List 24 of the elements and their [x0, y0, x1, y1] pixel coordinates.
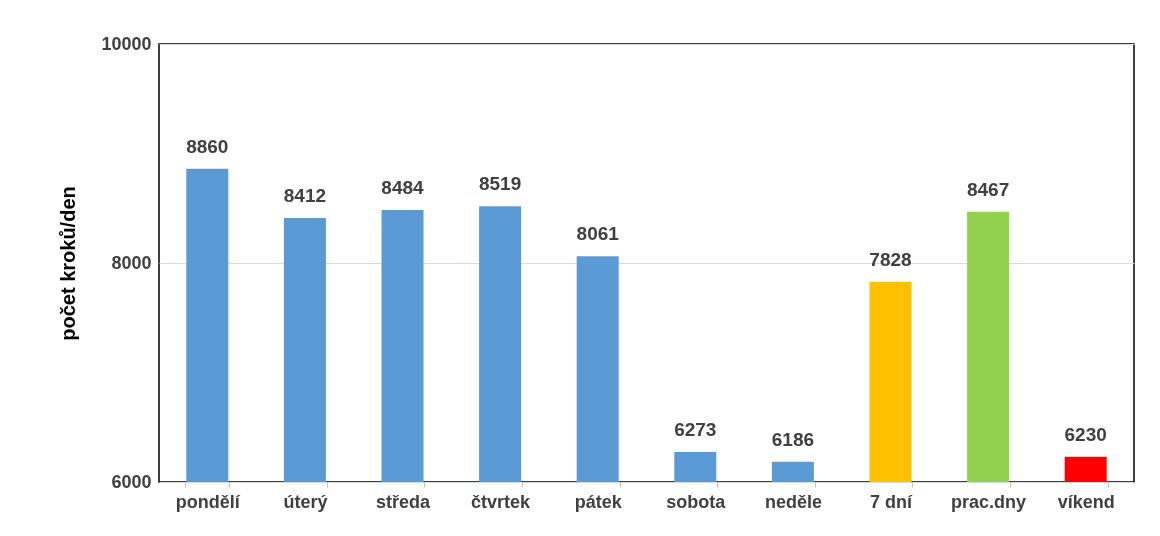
data-label: 6230 [1064, 423, 1107, 445]
y-tick-label: 8000 [111, 252, 152, 273]
x-tick-label: 7 dní [869, 491, 913, 512]
data-label: 8412 [283, 184, 327, 206]
data-label: 8860 [186, 135, 229, 157]
x-tick-label: středa [375, 491, 432, 512]
x-tick-label: víkend [1057, 491, 1115, 512]
x-tick-label: pondělí [175, 491, 241, 512]
data-label: 8484 [381, 177, 425, 198]
data-label: 8061 [576, 223, 620, 245]
y-tick-label: 10000 [101, 33, 152, 54]
x-tick-label: neděle [764, 491, 822, 512]
data-label: 8467 [966, 178, 1010, 200]
data-label: 7828 [869, 248, 912, 270]
data-label: 8519 [478, 173, 522, 195]
data-label: 6186 [771, 428, 815, 450]
x-tick-label: čtvrtek [471, 491, 532, 512]
x-tick-label: pátek [574, 491, 623, 512]
y-axis-title: počet kroků/den [57, 186, 80, 341]
x-tick-label: sobota [666, 491, 727, 512]
y-tick-label: 6000 [111, 471, 152, 492]
x-tick-label: úterý [283, 491, 328, 512]
x-tick-label: prac.dny [951, 491, 1027, 512]
data-label: 6273 [674, 419, 717, 441]
